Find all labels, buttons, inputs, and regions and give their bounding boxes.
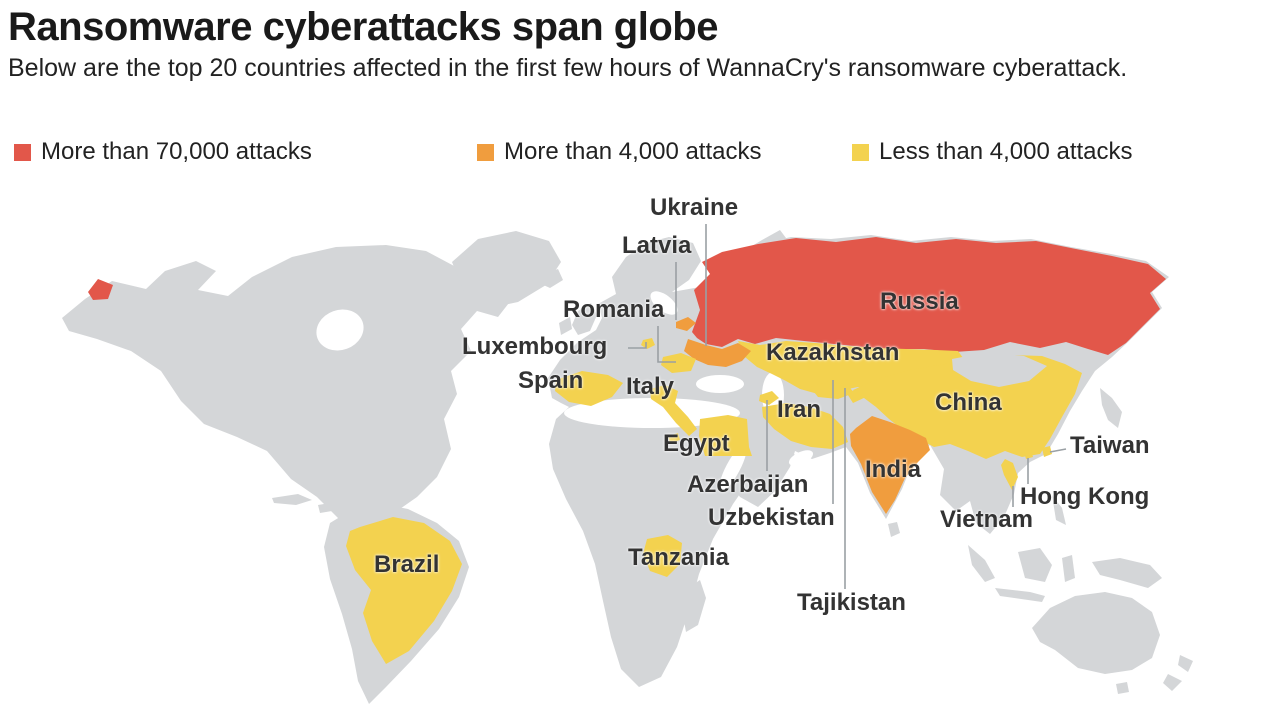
landmass-japan xyxy=(1100,388,1122,428)
landmass-north-america xyxy=(62,245,512,585)
landmass-sulawesi xyxy=(1062,555,1075,582)
sea-hudson-bay xyxy=(316,309,364,351)
country-brazil xyxy=(346,517,462,664)
landmass-new-guinea xyxy=(1092,558,1162,588)
legend-swatch-red xyxy=(14,143,31,161)
page-title: Ransomware cyberattacks span globe xyxy=(8,5,718,49)
legend-label-medium: More than 4,000 attacks xyxy=(504,138,762,165)
country-latvia xyxy=(676,317,696,331)
country-spain xyxy=(555,371,623,406)
header: Ransomware cyberattacks span globe Below… xyxy=(8,6,1272,84)
legend-swatch-yellow xyxy=(852,143,869,161)
page-subtitle: Below are the top 20 countries affected … xyxy=(8,54,1128,82)
legend-swatch-orange xyxy=(477,143,494,161)
landmass-sri-lanka xyxy=(888,522,900,537)
landmass-uk xyxy=(572,303,597,335)
map-label-vietnam: Vietnam xyxy=(940,506,1033,533)
map-label-ukraine: Ukraine xyxy=(650,194,739,221)
country-azerbaijan xyxy=(759,391,779,405)
sea-mediterranean xyxy=(564,398,740,428)
country-italy xyxy=(650,385,697,443)
map-label-russia: Russia xyxy=(880,288,959,315)
map-label-egypt: Egypt xyxy=(663,430,730,457)
landmass-iceland xyxy=(539,269,563,288)
map-label-brazil: Brazil xyxy=(374,551,440,578)
leader-romania xyxy=(657,326,676,363)
legend-label-low: Less than 4,000 attacks xyxy=(879,138,1133,165)
legend: More than 70,000 attacks More than 4,000… xyxy=(14,138,1264,166)
map-label-uzbekistan: Uzbekistan xyxy=(708,504,835,531)
map-label-kazakhstan: Kazakhstan xyxy=(766,339,900,366)
landmass-ireland xyxy=(559,317,572,335)
map-label-italy: Italy xyxy=(626,373,675,400)
country-romania xyxy=(661,353,696,373)
country-taiwan xyxy=(1042,446,1052,457)
map-label-india: India xyxy=(865,456,922,483)
landmass-mongolia xyxy=(952,352,1047,387)
map-label-tajikistan: Tajikistan xyxy=(797,589,906,616)
seas xyxy=(316,291,814,492)
sea-red xyxy=(719,444,747,492)
country-iran xyxy=(762,403,848,449)
map-label-iran: Iran xyxy=(777,396,822,423)
map-label-luxembourg: Luxembourg xyxy=(462,333,608,360)
country-ukraine xyxy=(684,339,751,367)
landmass-sumatra xyxy=(968,545,995,582)
sea-persian-gulf xyxy=(788,450,814,466)
country-hong-kong xyxy=(1024,450,1033,459)
country-russia xyxy=(88,237,1166,355)
landmass-cuba xyxy=(272,494,312,505)
country-vietnam xyxy=(1001,459,1018,490)
landmass-australia xyxy=(1032,592,1160,674)
country-tajikistan xyxy=(846,389,866,403)
country-india xyxy=(850,416,930,514)
leader-taiwan xyxy=(1049,448,1067,453)
country-egypt xyxy=(699,415,752,456)
legend-item-low: Less than 4,000 attacks xyxy=(852,138,1133,166)
map-label-taiwan: Taiwan xyxy=(1070,432,1150,459)
country-tanzania xyxy=(643,535,682,577)
highlighted-countries xyxy=(88,237,1166,664)
map-label-china: China xyxy=(935,389,1002,416)
landmass-hispaniola xyxy=(318,503,332,513)
landmass-java xyxy=(995,588,1045,602)
landmass-philippines xyxy=(1052,495,1066,525)
country-uzbekistan xyxy=(810,381,854,399)
map-label-romania: Romania xyxy=(563,296,665,323)
map-label-hong-kong: Hong Kong xyxy=(1020,483,1150,510)
legend-item-high: More than 70,000 attacks xyxy=(14,138,312,166)
landmass-tasmania xyxy=(1116,682,1129,694)
landmass-madagascar xyxy=(682,580,706,632)
map-label-tanzania: Tanzania xyxy=(628,544,729,571)
landmass-borneo xyxy=(1018,548,1052,582)
leader-luxembourg xyxy=(628,342,647,349)
country-luxembourg xyxy=(641,338,655,349)
leader-lines xyxy=(628,224,1067,589)
map-label-azerbaijan: Azerbaijan xyxy=(687,471,809,498)
sea-baltic xyxy=(650,291,678,315)
landmass-greenland xyxy=(452,231,561,308)
legend-item-medium: More than 4,000 attacks xyxy=(477,138,761,166)
map-label-spain: Spain xyxy=(518,367,584,394)
landmass-new-zealand xyxy=(1163,655,1193,691)
map-label-latvia: Latvia xyxy=(622,232,692,259)
legend-label-high: More than 70,000 attacks xyxy=(41,138,312,165)
sea-black xyxy=(696,375,744,393)
